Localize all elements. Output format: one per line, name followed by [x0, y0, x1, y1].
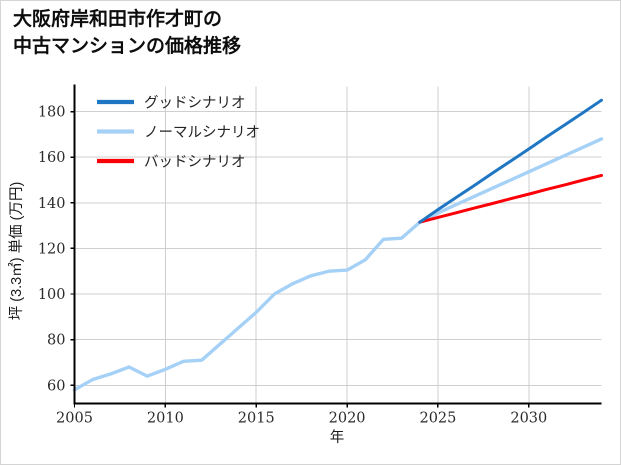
axis-ticks — [70, 110, 530, 408]
series-lines — [72, 98, 604, 392]
y-axis-title: 坪 (3.3㎡) 単価 (万円) — [8, 182, 25, 321]
series-line-normal — [72, 137, 604, 392]
x-tick-label: 2025 — [419, 411, 456, 427]
y-gridlines — [74, 111, 602, 386]
y-tick-labels: 60 80 100 120 140 160 180 — [38, 105, 66, 395]
y-tick-label: 100 — [38, 287, 66, 303]
x-tick-label: 2030 — [510, 411, 547, 427]
y-tick-label: 160 — [38, 150, 66, 166]
legend-label-1: ノーマルシナリオ — [144, 125, 260, 141]
x-gridlines — [74, 86, 530, 404]
y-tick-label: 180 — [38, 105, 66, 121]
x-tick-labels: 2005 2010 2015 2020 2025 2030 — [56, 411, 547, 427]
page-title: 大阪府岸和田市作才町の 中古マンションの価格推移 — [13, 9, 242, 57]
axis-spines — [73, 84, 602, 405]
legend-label-2: バッドシナリオ — [144, 155, 246, 171]
y-tick-label: 120 — [38, 241, 66, 257]
y-tick-label: 60 — [47, 378, 65, 394]
series-line-bad — [418, 173, 603, 224]
x-tick-label: 2020 — [329, 411, 366, 427]
x-tick-label: 2010 — [147, 411, 184, 427]
y-tick-label: 140 — [38, 196, 66, 212]
series-line-good — [418, 98, 603, 224]
x-tick-label: 2015 — [238, 411, 275, 427]
y-tick-label: 80 — [47, 333, 65, 349]
legend-label-0: グッドシナリオ — [144, 95, 246, 112]
x-axis-title: 年 — [330, 429, 345, 446]
x-tick-label: 2005 — [56, 411, 93, 427]
